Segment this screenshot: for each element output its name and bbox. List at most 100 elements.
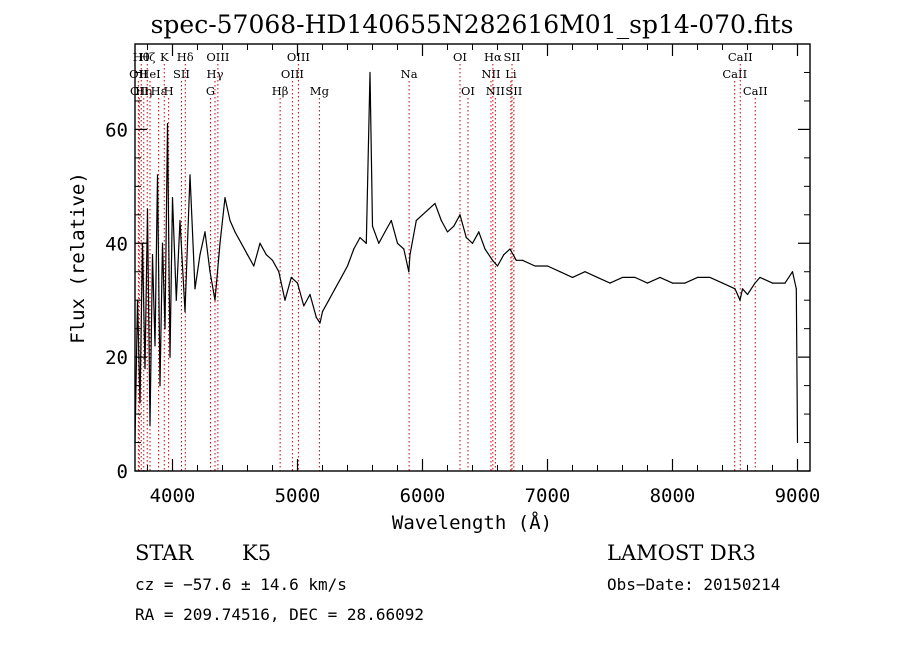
spectrum-point-43: [321, 310, 324, 313]
line-label-3: Hη: [135, 84, 152, 98]
spectrum-point-93: [721, 282, 724, 284]
spectrum-point-85: [621, 276, 624, 279]
spectrum-point-65: [446, 231, 449, 233]
spectrum-point-69: [471, 242, 474, 244]
spectrum-point-57: [403, 248, 405, 250]
y-tick-label-1: 20: [105, 347, 128, 369]
spectrum-point-27: [229, 219, 231, 222]
spectrum-point-71: [484, 248, 486, 250]
line-label-21: NII: [481, 67, 500, 81]
spectrum-point-92: [709, 276, 711, 279]
spectrum-point-96: [741, 288, 744, 290]
plot-frame: [134, 43, 811, 472]
spectrum-point-37: [290, 276, 292, 279]
spectrum-point-58: [408, 271, 410, 273]
x-tick-label-3: 7000: [525, 485, 571, 507]
spectrum-point-29: [240, 242, 242, 244]
line-label-11: G: [206, 84, 215, 98]
spectrum-point-101: [784, 282, 786, 284]
spectrum-point-30: [246, 254, 249, 256]
spectrum-point-35: [278, 271, 280, 273]
line-label-24: Li: [505, 67, 517, 81]
spectrum-line: [134, 71, 799, 443]
spectrum-series: [134, 71, 799, 444]
spectrum-point-82: [584, 271, 586, 273]
line-label-4: Hζ: [139, 50, 155, 64]
object-subclass: K5: [242, 541, 271, 565]
survey-name: LAMOST DR3: [607, 541, 756, 565]
spectrum-point-77: [521, 259, 524, 261]
spectrum-point-20: [194, 288, 196, 290]
spectrum-point-66: [453, 225, 455, 227]
spectrum-point-11: [161, 242, 164, 244]
spectrum-point-13: [166, 123, 169, 125]
line-annotations: OIIOIIHθHηHζHeIHεKHSIIHδGHγOIIIHβOIIIOII…: [129, 50, 768, 471]
spectrum-point-68: [465, 236, 467, 239]
x-tick-label-1: 5000: [275, 485, 321, 507]
spectrum-point-38: [296, 282, 299, 284]
spectrum-point-86: [634, 276, 636, 279]
spectrum-point-28: [234, 231, 236, 233]
spectrum-point-51: [369, 71, 371, 74]
line-label-8: H: [164, 84, 174, 98]
spectrum-point-44: [328, 299, 330, 301]
spectrum-point-4: [144, 367, 146, 370]
spectrum-point-76: [515, 259, 517, 261]
spectrum-point-56: [396, 242, 399, 244]
y-tick-label-0: 0: [117, 461, 128, 483]
spectrum-point-104: [796, 441, 799, 444]
spectrum-point-6: [149, 424, 151, 427]
line-label-18: Na: [401, 67, 418, 81]
object-class: STAR: [135, 541, 194, 565]
redshift-value: cz = −57.6 ± 14.6 km/s: [135, 575, 347, 594]
spectrum-point-5: [146, 208, 149, 210]
spectrum-point-25: [219, 242, 221, 244]
spectrum-point-94: [734, 288, 736, 290]
spectrum-point-97: [746, 293, 749, 296]
spectrum-point-17: [179, 219, 181, 222]
spectrum-point-48: [353, 248, 355, 250]
spectrum-point-70: [478, 231, 480, 233]
spectrum-point-55: [390, 219, 392, 222]
spectrum-point-59: [409, 254, 411, 256]
line-label-0: OII: [129, 67, 148, 81]
spectrum-point-31: [253, 265, 255, 267]
spectrum-point-54: [384, 231, 386, 233]
line-label-26: SII: [505, 84, 522, 98]
spectrum-point-8: [154, 345, 156, 347]
line-label-28: CaII: [728, 50, 753, 64]
line-label-20: OI: [461, 84, 475, 98]
spectrum-point-39: [303, 305, 305, 307]
spectrum-point-26: [224, 197, 226, 199]
spectrum-point-61: [421, 214, 424, 216]
line-label-6: Hε: [151, 84, 167, 98]
spectrum-point-19: [189, 174, 191, 176]
line-label-19: OI: [453, 50, 467, 64]
spectrum-point-74: [503, 254, 505, 256]
spectrum-point-36: [284, 299, 286, 301]
spectrum-point-32: [259, 242, 261, 244]
spectrum-point-79: [546, 265, 549, 267]
line-label-25: SII: [504, 50, 521, 64]
spectrum-point-40: [309, 293, 311, 296]
line-label-9: SII: [173, 67, 190, 81]
x-tick-label-2: 6000: [400, 485, 446, 507]
spectrum-point-102: [791, 271, 794, 273]
spectrum-point-88: [659, 276, 661, 279]
spectrum-point-12: [164, 328, 166, 330]
spectrum-point-91: [696, 276, 699, 279]
spectrum-point-90: [684, 282, 686, 284]
spectrum-point-2: [139, 402, 141, 404]
line-label-13: OIII: [206, 50, 229, 64]
line-label-27: CaII: [722, 67, 747, 81]
spectrum-point-73: [496, 265, 499, 267]
spectrum-point-18: [184, 310, 186, 313]
x-tick-label-4: 8000: [650, 485, 696, 507]
line-label-5: HeI: [139, 67, 160, 81]
spectrum-point-46: [340, 276, 342, 279]
line-label-2: Hθ: [133, 50, 150, 64]
spectrum-point-47: [346, 265, 349, 267]
line-label-16: OIII: [287, 50, 310, 64]
x-tick-label-5: 9000: [775, 485, 821, 507]
line-label-14: Hβ: [272, 84, 289, 98]
